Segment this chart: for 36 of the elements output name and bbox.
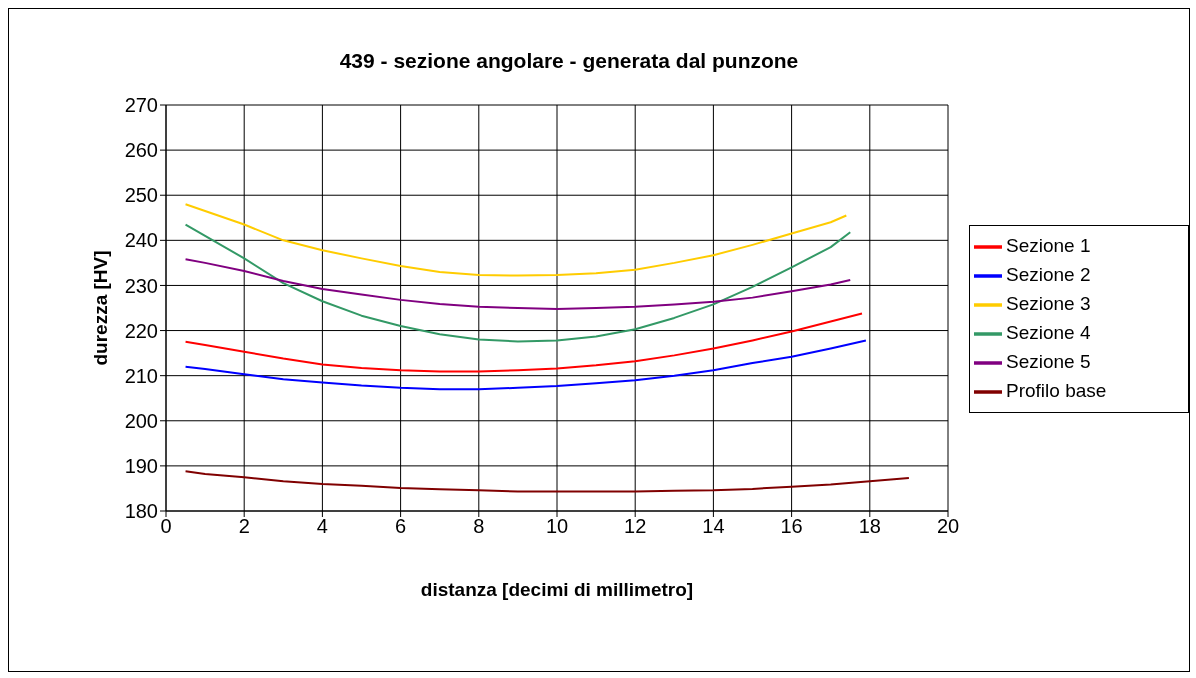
y-tick-label: 260 bbox=[124, 139, 158, 162]
y-tick-label: 200 bbox=[124, 409, 158, 432]
legend-label: Sezione 5 bbox=[1006, 350, 1091, 372]
x-tick-label: 20 bbox=[936, 515, 960, 538]
line-series bbox=[184, 203, 848, 277]
x-tick-label: 10 bbox=[545, 515, 569, 538]
y-tick-label: 190 bbox=[124, 454, 158, 477]
legend-label: Profilo base bbox=[1006, 379, 1107, 401]
line-series bbox=[184, 258, 852, 310]
x-tick-label: 8 bbox=[473, 515, 485, 538]
y-tick-label: 220 bbox=[124, 319, 158, 342]
y-tick-label: 240 bbox=[124, 229, 158, 252]
x-tick-label: 2 bbox=[238, 515, 250, 538]
y-tick-label: 230 bbox=[124, 274, 158, 297]
x-tick-label: 18 bbox=[858, 515, 881, 538]
y-tick-label: 270 bbox=[124, 94, 158, 117]
legend-label: Sezione 2 bbox=[1006, 264, 1091, 286]
line-series bbox=[184, 223, 852, 343]
y-tick-label: 210 bbox=[124, 364, 158, 387]
legend-label: Sezione 1 bbox=[1006, 235, 1091, 257]
y-tick-label: 180 bbox=[124, 500, 158, 523]
x-axis-title: distanza [decimi di millimetro] bbox=[420, 579, 694, 601]
x-tick-label: 6 bbox=[395, 515, 407, 538]
line-series bbox=[184, 339, 867, 391]
x-tick-label: 12 bbox=[624, 515, 647, 538]
x-tick-label: 4 bbox=[316, 515, 328, 538]
legend-label: Sezione 3 bbox=[1006, 293, 1091, 315]
y-tick-label: 250 bbox=[124, 184, 158, 207]
x-tick-label: 0 bbox=[160, 515, 172, 538]
x-tick-label: 16 bbox=[780, 515, 803, 538]
legend-label: Sezione 4 bbox=[1006, 322, 1091, 343]
line-series bbox=[184, 470, 910, 493]
y-axis-title: durezza [HV] bbox=[89, 250, 111, 366]
chart-title: 439 - sezione angolare - generata dal punzone bbox=[338, 49, 800, 73]
x-tick-label: 14 bbox=[702, 515, 725, 538]
line-series bbox=[184, 312, 863, 373]
